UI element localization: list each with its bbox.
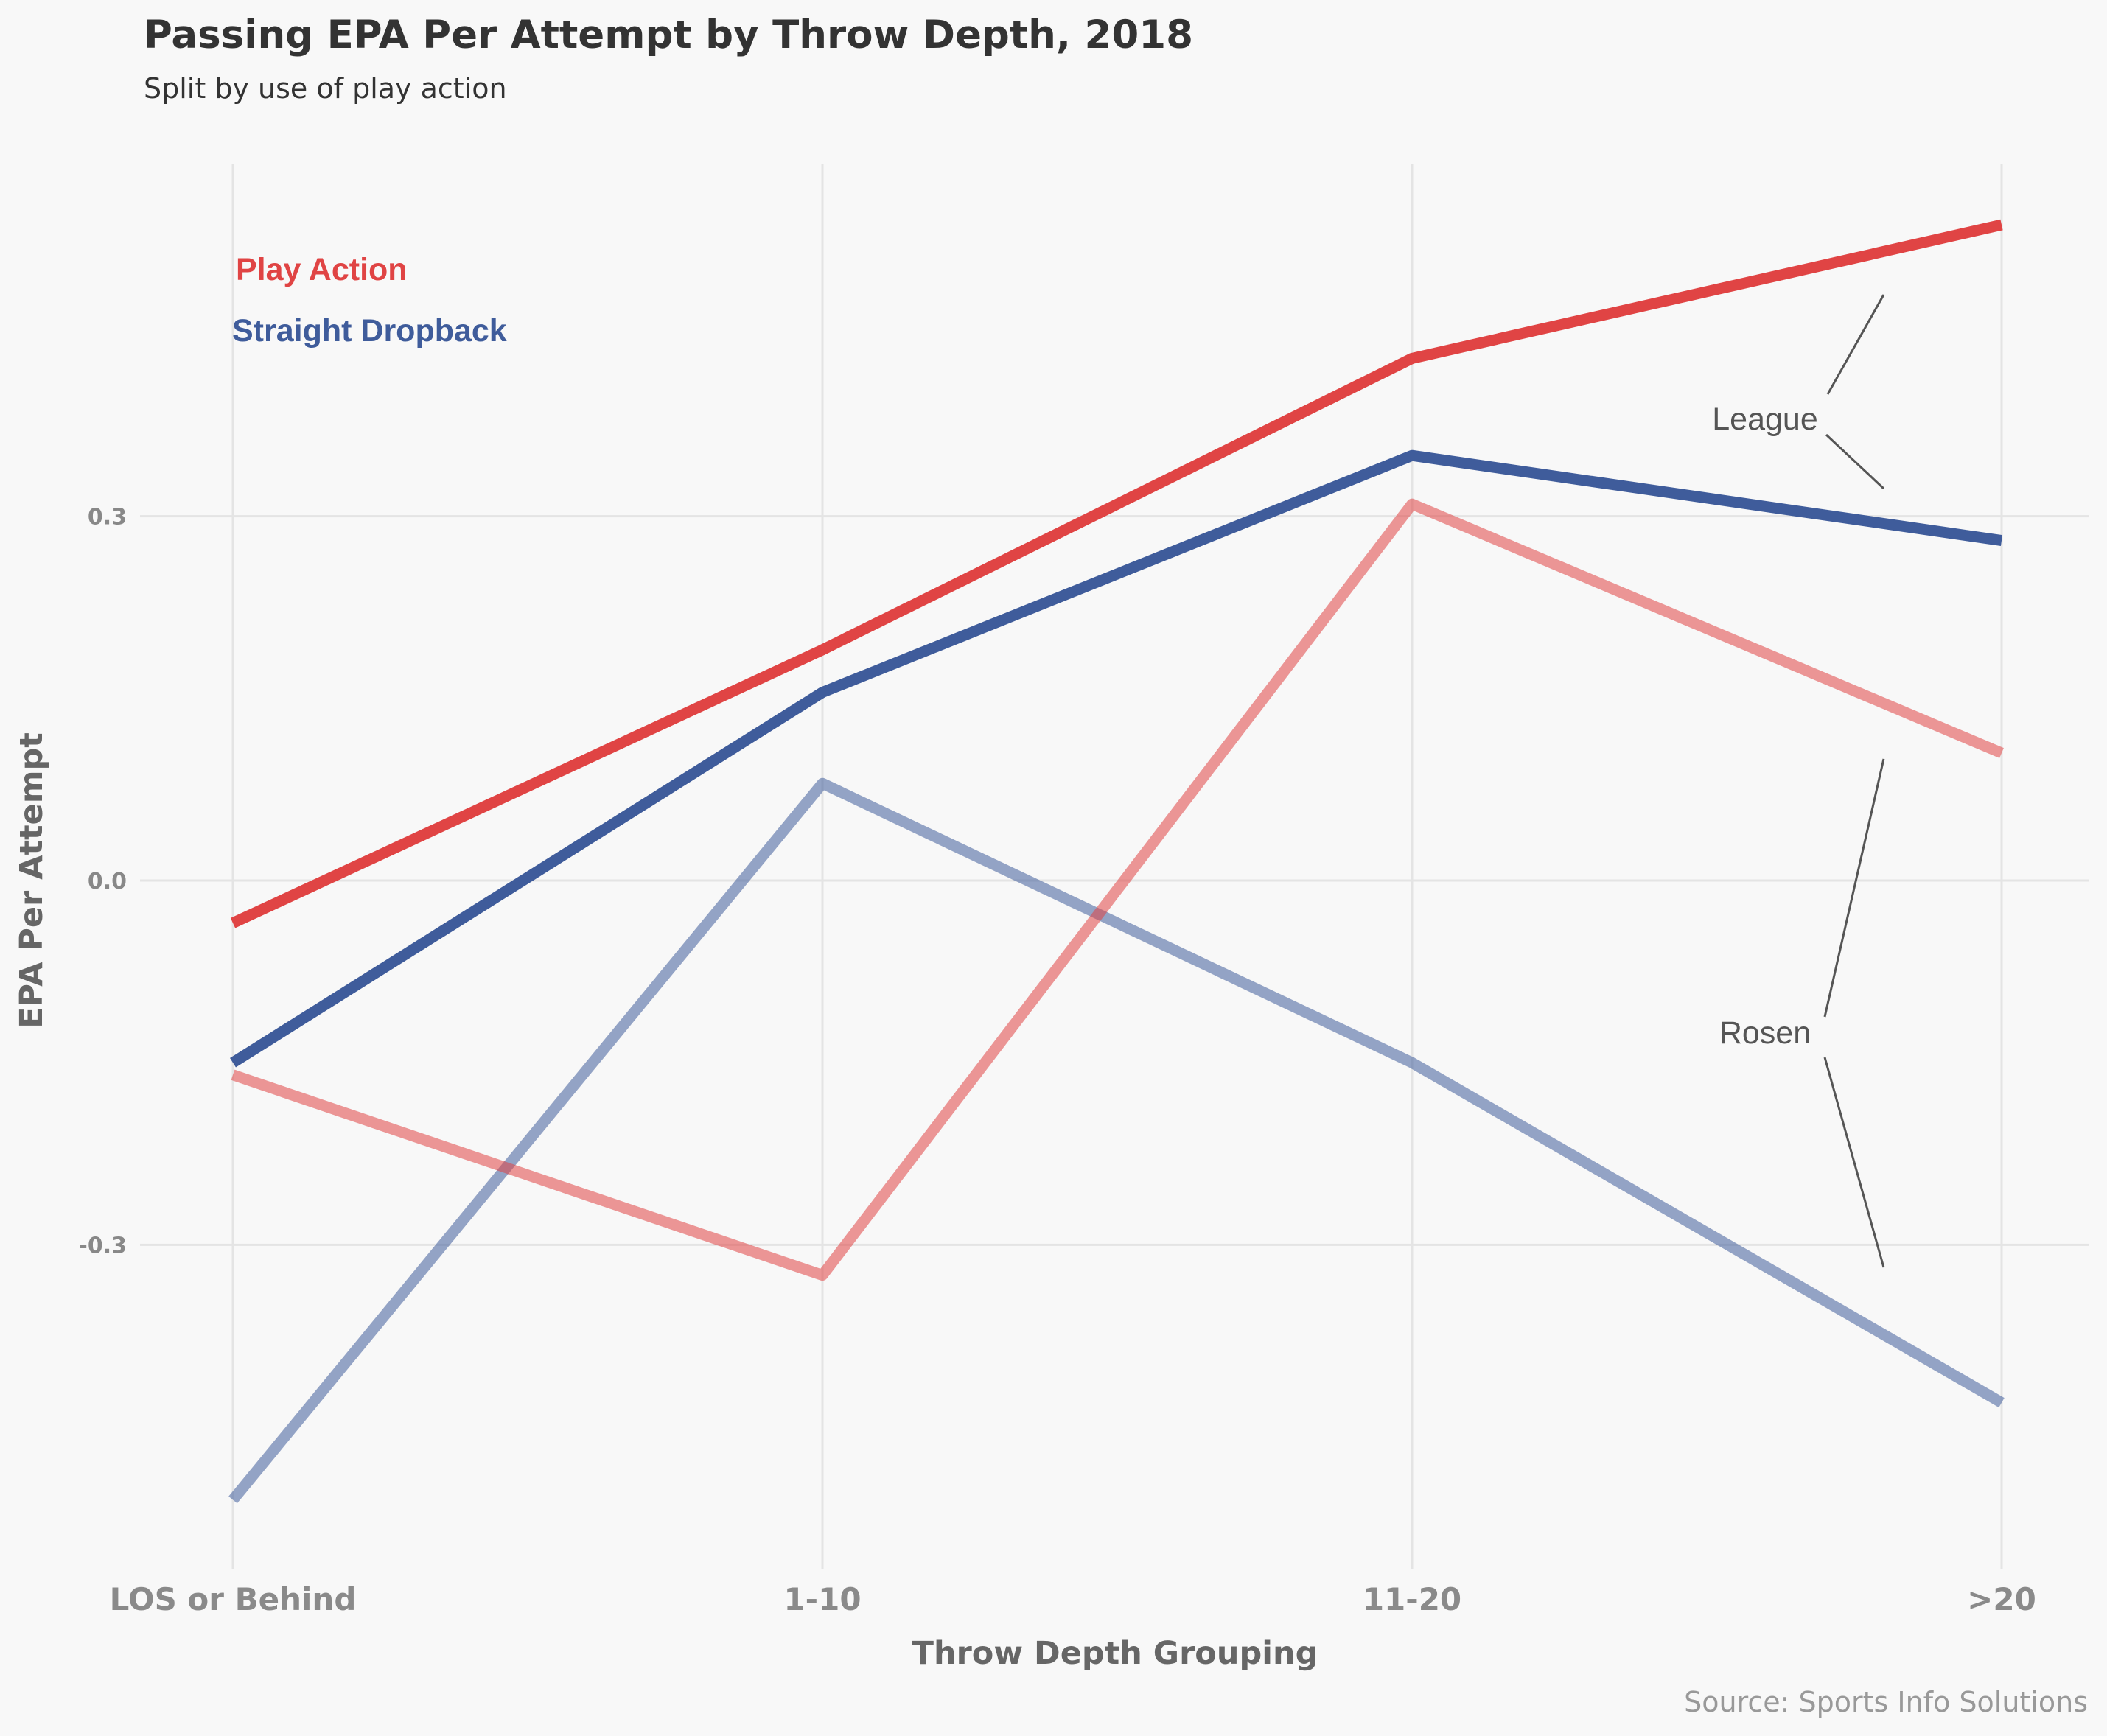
leader-league-upper (1826, 294, 1885, 395)
series-lines (228, 219, 2005, 1504)
leader-rosen-lower (1823, 1057, 1885, 1268)
legend-straight-dropback: Straight Dropback (232, 313, 507, 349)
point-league-straight-dropback-11-20 (1412, 455, 1413, 456)
x-tick-label-11-20: 11-20 (1363, 1581, 1461, 1617)
source-note: Source: Sports Info Solutions (1684, 1686, 2088, 1718)
gridlines (140, 164, 2089, 1569)
series-line-league-straight-dropback (230, 449, 2003, 1068)
x-axis-label: Throw Depth Grouping (912, 1635, 1318, 1672)
x-tick-label-los-or-behind: LOS or Behind (110, 1581, 357, 1617)
series-line-league-play-action (230, 219, 2003, 928)
series-line-rosen-play-action (231, 498, 2004, 1281)
point-league-play-action-11-20 (1412, 358, 1413, 359)
annotation-rosen: Rosen (1719, 1015, 1811, 1051)
legend-play-action: Play Action (236, 252, 408, 287)
y-tick-label-0-3: 0.3 (88, 505, 127, 531)
point-rosen-straight-dropback-1-10 (822, 783, 823, 784)
leader-league-lower (1825, 433, 1885, 490)
tick-labels: -0.3 0.0 0.3 LOS or Behind 1-10 11-20 >20 (78, 505, 2036, 1617)
chart-subtitle: Split by use of play action (144, 72, 507, 105)
point-rosen-play-action-los-or-behind (233, 1074, 234, 1075)
chart-title: Passing EPA Per Attempt by Throw Depth, … (144, 13, 1193, 57)
annotation-league: League (1712, 402, 1818, 437)
y-tick-label-0-3: -0.3 (78, 1233, 127, 1259)
leader-rosen-upper (1823, 758, 1885, 1018)
point-league-straight-dropback-1-10 (822, 692, 823, 693)
y-tick-label-0-0: 0.0 (88, 869, 127, 895)
annotation-leaders (1823, 294, 1885, 1268)
x-tick-label-20: >20 (1967, 1581, 2036, 1617)
point-league-play-action-1-10 (822, 649, 823, 650)
point-rosen-play-action-11-20 (1412, 504, 1413, 505)
series-line-rosen-straight-dropback (228, 777, 2005, 1504)
y-axis-label: EPA Per Attempt (13, 732, 50, 1029)
point-rosen-straight-dropback-los-or-behind (233, 1499, 234, 1500)
x-tick-label-1-10: 1-10 (783, 1581, 861, 1617)
